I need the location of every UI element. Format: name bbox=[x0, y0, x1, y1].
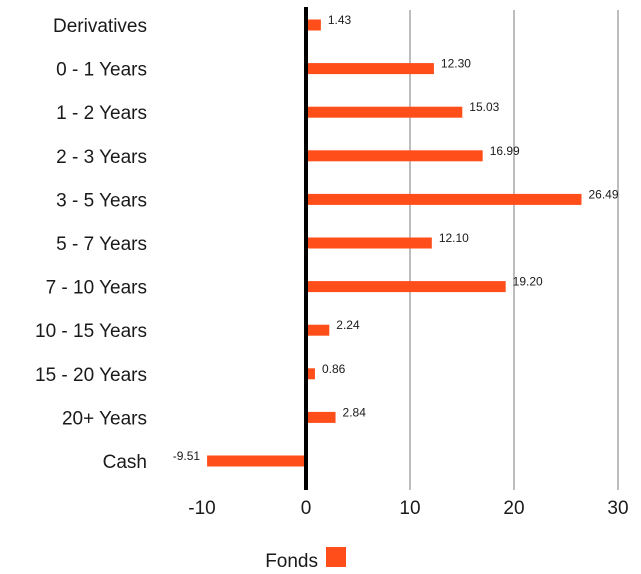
category-label-derivatives: Derivatives bbox=[53, 16, 147, 37]
category-label-2-3-years: 2 - 3 Years bbox=[56, 147, 147, 168]
category-label-7-10-years: 7 - 10 Years bbox=[46, 278, 147, 299]
category-label-3-5-years: 3 - 5 Years bbox=[56, 190, 147, 211]
data-label-cash: -9.51 bbox=[173, 449, 201, 463]
data-label-5-7-years: 12.10 bbox=[439, 231, 469, 245]
bars bbox=[207, 19, 582, 467]
bar-3-5-years bbox=[306, 193, 582, 205]
legend-label-fonds: Fonds bbox=[265, 551, 318, 572]
bar-10-15-years bbox=[306, 324, 330, 336]
data-label-7-10-years: 19.20 bbox=[513, 275, 543, 289]
bar-derivatives bbox=[306, 19, 321, 31]
category-label-1-2-years: 1 - 2 Years bbox=[56, 103, 147, 124]
data-label-3-5-years: 26.49 bbox=[588, 187, 618, 201]
category-label-20-years: 20+ Years bbox=[62, 408, 147, 429]
data-label-15-20-years: 0.86 bbox=[322, 362, 346, 376]
x-tick-label-10: 10 bbox=[399, 498, 420, 519]
data-label-derivatives: 1.43 bbox=[328, 13, 352, 27]
bar-15-20-years bbox=[306, 368, 315, 380]
bar-1-2-years bbox=[306, 106, 463, 118]
data-labels: 1.43 12.30 15.03 16.99 26.49 12.10 19.20 2.24 0.… bbox=[173, 13, 619, 463]
bar-cash bbox=[207, 455, 306, 467]
category-label-5-7-years: 5 - 7 Years bbox=[56, 234, 147, 255]
x-tick-label-30: 30 bbox=[607, 498, 628, 519]
x-tick-label-0: 0 bbox=[301, 498, 312, 519]
bar-0-1-years bbox=[306, 63, 434, 75]
bar-20-years bbox=[306, 411, 336, 423]
x-tick-labels: -10 0 10 20 30 bbox=[188, 498, 628, 519]
data-label-10-15-years: 2.24 bbox=[336, 318, 360, 332]
bar-7-10-years bbox=[306, 281, 506, 293]
category-label-10-15-years: 10 - 15 Years bbox=[35, 321, 147, 342]
category-label-cash: Cash bbox=[103, 452, 147, 473]
bar-2-3-years bbox=[306, 150, 483, 162]
data-label-0-1-years: 12.30 bbox=[441, 57, 471, 71]
category-label-15-20-years: 15 - 20 Years bbox=[35, 365, 147, 386]
x-tick-label-20: 20 bbox=[503, 498, 524, 519]
data-label-20-years: 2.84 bbox=[343, 405, 367, 419]
legend-swatch-fonds bbox=[326, 547, 346, 567]
bar-5-7-years bbox=[306, 237, 432, 249]
grid-lines bbox=[409, 10, 619, 490]
x-tick-label-neg10: -10 bbox=[188, 498, 215, 519]
category-labels: Derivatives 0 - 1 Years 1 - 2 Years 2 - 3 Y… bbox=[35, 16, 147, 473]
legend: Fonds bbox=[265, 547, 346, 572]
data-label-2-3-years: 16.99 bbox=[490, 144, 520, 158]
data-label-1-2-years: 15.03 bbox=[469, 100, 499, 114]
category-label-0-1-years: 0 - 1 Years bbox=[56, 60, 147, 81]
